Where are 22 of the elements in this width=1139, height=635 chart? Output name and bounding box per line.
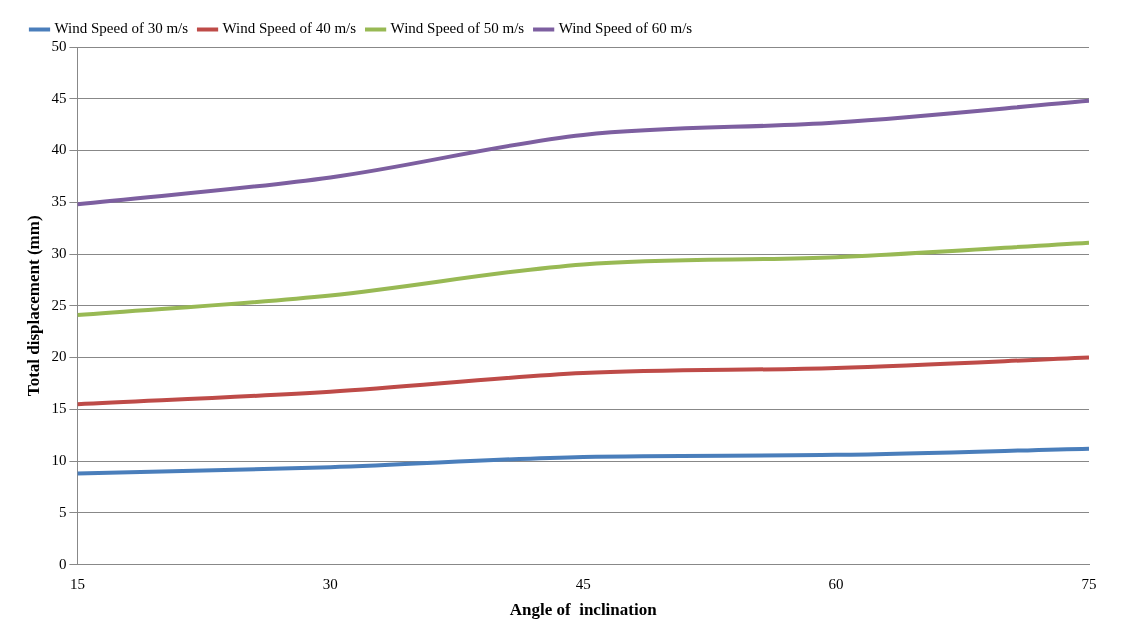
- y-tick-label: 15: [51, 400, 67, 417]
- x-tick-label: 60: [828, 575, 844, 592]
- y-tick-label: 0: [58, 555, 67, 572]
- legend-label: Wind Speed of 30 m/s: [54, 20, 189, 37]
- y-axis-title: Total displacement (mm): [23, 215, 43, 397]
- y-tick-label: 50: [51, 37, 67, 54]
- y-tick-label: 10: [51, 452, 67, 469]
- legend-label: Wind Speed of 40 m/s: [222, 20, 357, 37]
- x-tick-label: 15: [69, 575, 85, 592]
- legend-label: Wind Speed of 60 m/s: [558, 20, 693, 37]
- y-tick-label: 45: [51, 89, 67, 106]
- y-tick-label: 25: [51, 296, 67, 313]
- x-tick-label: 45: [575, 575, 591, 592]
- y-tick-label: 30: [51, 244, 67, 261]
- y-tick-label: 5: [58, 503, 67, 520]
- x-tick-label: 30: [322, 575, 338, 592]
- y-tick-label: 35: [51, 193, 67, 210]
- x-axis-title: Angle of inclination: [509, 600, 658, 620]
- legend-label: Wind Speed of 50 m/s: [390, 20, 525, 37]
- y-tick-label: 40: [51, 141, 67, 158]
- y-tick-label: 20: [51, 348, 67, 365]
- x-tick-label: 75: [1081, 575, 1097, 592]
